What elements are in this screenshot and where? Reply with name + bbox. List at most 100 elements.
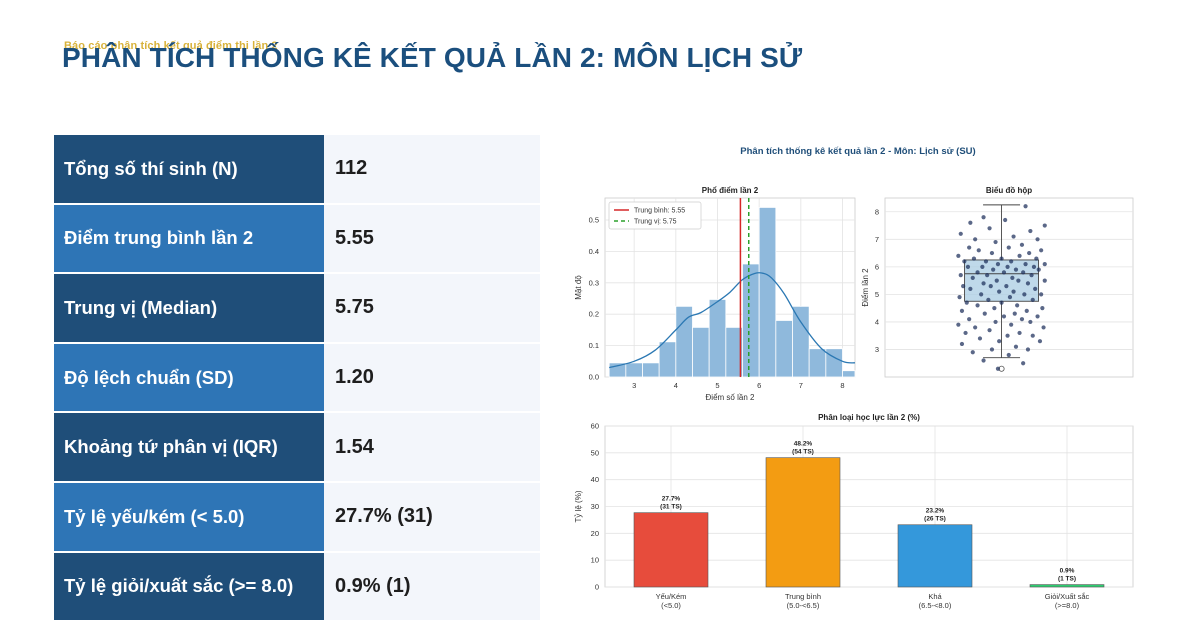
- hist-bar: [642, 362, 660, 378]
- jitter-point: [958, 231, 963, 236]
- figure-suptitle: Phân tích thống kê kết quả lần 2 - Môn: …: [740, 146, 975, 157]
- bar-ytick-label: 0: [595, 583, 599, 592]
- jitter-point: [1036, 267, 1041, 272]
- hist-bar: [708, 299, 727, 378]
- jitter-point: [1042, 223, 1047, 228]
- hist-bar: [808, 348, 827, 378]
- hist-ylabel: Mật độ: [574, 275, 583, 300]
- legend-mean-label: Trung bình: 5.55: [634, 208, 685, 215]
- kde-curve: [609, 272, 856, 369]
- jitter-point: [1009, 322, 1014, 327]
- hist-ytick-label: 0.1: [589, 341, 599, 350]
- jitter-point: [959, 341, 965, 347]
- jitter-point: [973, 237, 978, 242]
- jitter-point: [976, 248, 981, 253]
- jitter-point: [964, 300, 969, 305]
- jitter-point: [967, 245, 972, 250]
- jitter-point: [973, 325, 978, 330]
- bar-ytick-label: 40: [591, 475, 599, 484]
- bar-category-range: (6.5-<8.0): [919, 601, 952, 610]
- jitter-point: [1033, 286, 1038, 291]
- box-ytick-label: 6: [875, 262, 879, 271]
- box-ytick-label: 7: [875, 235, 879, 244]
- hist-bar: [825, 348, 843, 378]
- stat-value: 112: [324, 135, 540, 205]
- hist-bar: [658, 341, 677, 378]
- bar-count-label: (54 TS): [792, 449, 814, 456]
- jitter-point: [992, 306, 997, 311]
- hist-ytick-label: 0.0: [589, 373, 599, 382]
- histogram-chart: 3 4 5 6 7 8 0.0 0.1 0.2 0.3 0.4 0.5 Trung bình: 5.55…: [574, 186, 856, 402]
- jitter-point: [956, 322, 961, 327]
- jitter-point: [997, 339, 1002, 344]
- jitter-point: [1025, 281, 1031, 286]
- hist-bar: [792, 305, 810, 378]
- hist-bar: [692, 326, 710, 378]
- jitter-point: [959, 308, 965, 314]
- stat-row-sd: Độ lệch chuẩn (SD) 1.20: [54, 343, 540, 414]
- bar-ylabel: Tỷ lệ (%): [574, 490, 583, 522]
- bar-category-label: Yếu/Kém: [656, 592, 687, 601]
- stat-label: Trung vị (Median): [54, 274, 324, 344]
- jitter-point: [1006, 245, 1011, 250]
- jitter-point: [1009, 259, 1014, 264]
- jitter-point: [1021, 270, 1026, 275]
- jitter-point: [1019, 317, 1025, 322]
- hist-xtick-label: 5: [715, 381, 719, 390]
- jitter-point: [987, 328, 992, 333]
- stat-row-median: Trung vị (Median) 5.75: [54, 274, 540, 344]
- jitter-point: [993, 239, 998, 245]
- jitter-point: [1013, 344, 1019, 349]
- jitter-point: [1006, 352, 1011, 358]
- bar-count-label: (31 TS): [660, 504, 682, 511]
- jitter-point: [1017, 253, 1022, 258]
- hist-xtick-label: 3: [632, 381, 636, 390]
- legend-median-label: Trung vị: 5.75: [634, 219, 677, 226]
- hist-ytick-label: 0.4: [589, 247, 599, 256]
- stat-row-excellent-rate: Tỷ lệ giỏi/xuất sắc (>= 8.0) 0.9% (1): [54, 552, 540, 623]
- jitter-point: [963, 330, 968, 336]
- box-ytick-label: 3: [875, 345, 879, 354]
- jitter-point: [1023, 204, 1028, 209]
- hist-xtick-label: 7: [799, 381, 803, 390]
- jitter-point: [1035, 314, 1040, 319]
- jitter-point: [989, 250, 995, 256]
- report-subtitle: Báo cáo phân tích kết quả điểm thi lần 2: [64, 40, 278, 52]
- hist-xlabel: Điểm số lần 2: [706, 393, 755, 402]
- jitter-point: [1001, 314, 1007, 319]
- stat-row-mean: Điểm trung bình lần 2 5.55: [54, 204, 540, 275]
- stat-label: Tỷ lệ yếu/kém (< 5.0): [54, 482, 324, 553]
- bar-category-label: Khá: [928, 592, 942, 601]
- jitter-point: [1042, 261, 1047, 267]
- stat-value: 1.20: [324, 343, 540, 414]
- bar-ytick-label: 30: [591, 502, 599, 511]
- jitter-point: [1039, 292, 1044, 297]
- jitter-point: [994, 278, 999, 283]
- page-title: PHÂN TÍCH THỐNG KÊ KẾT QUẢ LẦN 2: MÔN LỊ…: [62, 42, 803, 73]
- hist-legend: [608, 201, 702, 230]
- category-bar: [633, 512, 709, 588]
- jitter-point: [1034, 256, 1039, 261]
- bar-count-label: (26 TS): [924, 516, 946, 523]
- jitter-point: [981, 215, 986, 220]
- jitter-point: [1041, 325, 1046, 330]
- jitter-point: [970, 275, 975, 280]
- bar-category-label: Trung bình: [785, 592, 821, 601]
- jitter-point: [1013, 267, 1019, 272]
- jitter-point: [970, 350, 975, 355]
- jitter-point: [1029, 273, 1034, 278]
- stat-label: Khoảng tứ phân vị (IQR): [54, 413, 324, 483]
- hist-xtick-label: 6: [757, 381, 761, 390]
- jitter-point: [1027, 250, 1032, 256]
- jitter-point: [1030, 333, 1035, 338]
- bar-value-label: 0.9%: [1060, 568, 1075, 575]
- bar-value-label: 48.2%: [794, 441, 813, 448]
- jitter-point: [968, 220, 973, 225]
- hist-bar: [742, 263, 760, 378]
- hist-bar: [842, 370, 856, 378]
- jitter-point: [1040, 306, 1045, 311]
- bar-ytick-label: 20: [591, 529, 599, 538]
- jitter-point: [1037, 339, 1043, 344]
- box-title: Biểu đồ hộp: [986, 186, 1032, 195]
- hist-ytick-label: 0.5: [589, 215, 599, 224]
